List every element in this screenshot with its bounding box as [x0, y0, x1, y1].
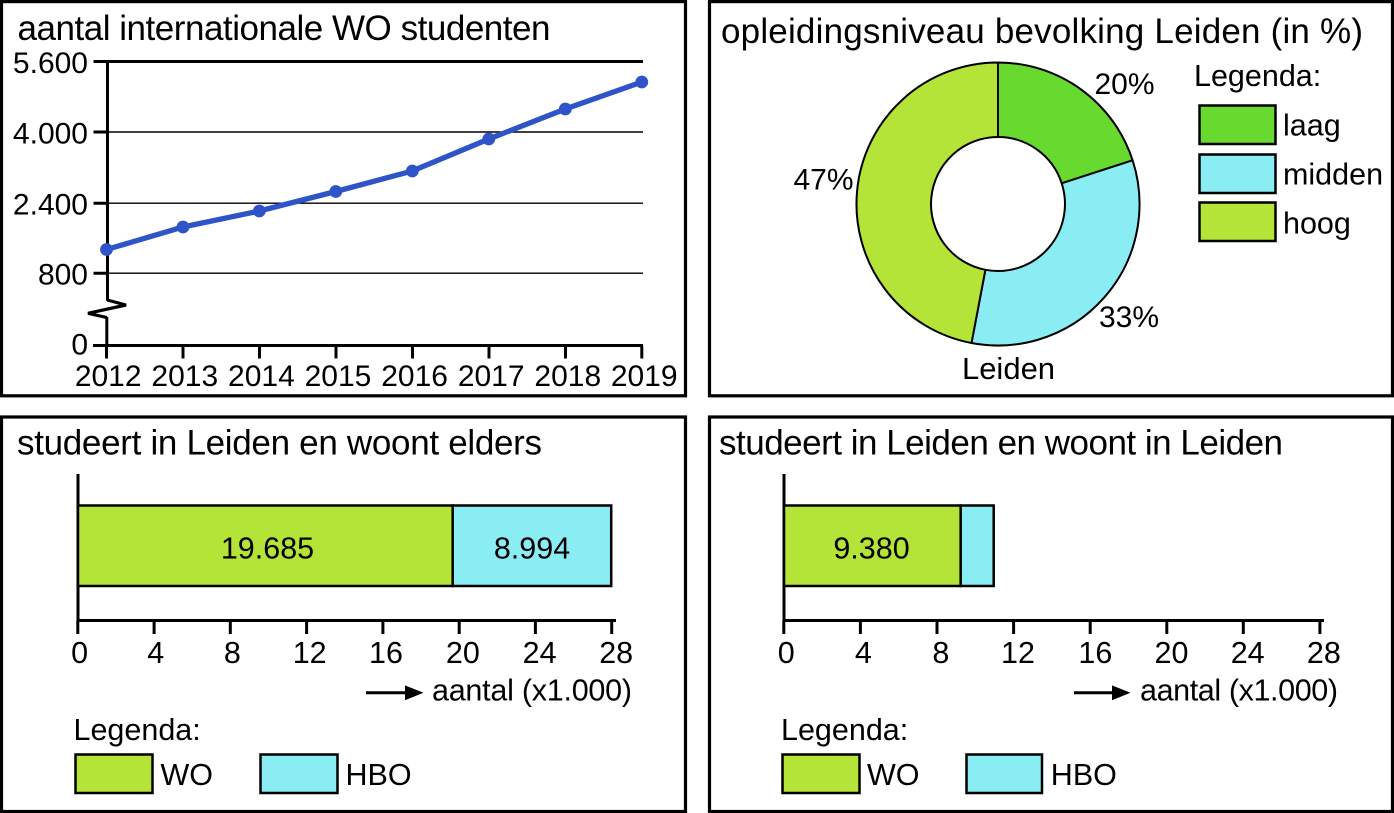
svg-text:20: 20	[446, 636, 480, 670]
svg-text:28: 28	[599, 636, 633, 670]
svg-text:24: 24	[1231, 636, 1265, 670]
svg-text:2017: 2017	[458, 360, 525, 393]
svg-text:2019: 2019	[611, 360, 678, 393]
svg-text:24: 24	[523, 636, 557, 670]
svg-text:WO: WO	[161, 758, 214, 792]
svg-text:Legenda:: Legenda:	[1194, 59, 1321, 93]
svg-text:47%: 47%	[793, 163, 853, 196]
svg-text:16: 16	[1078, 636, 1112, 670]
svg-text:2018: 2018	[534, 360, 601, 393]
svg-text:33%: 33%	[1099, 301, 1159, 334]
svg-text:0: 0	[71, 329, 88, 362]
svg-text:2012: 2012	[75, 360, 142, 393]
svg-text:Legenda:: Legenda:	[781, 713, 908, 747]
svg-text:Leiden: Leiden	[962, 351, 1055, 386]
svg-text:20%: 20%	[1094, 68, 1154, 101]
svg-text:19.685: 19.685	[221, 532, 314, 566]
svg-text:HBO: HBO	[1051, 758, 1117, 792]
svg-text:Legenda:: Legenda:	[74, 713, 201, 747]
svg-text:midden: midden	[1283, 158, 1383, 192]
svg-text:laag: laag	[1283, 109, 1341, 143]
svg-text:5.600: 5.600	[13, 47, 88, 80]
svg-text:16: 16	[369, 636, 403, 670]
svg-text:8: 8	[224, 636, 241, 670]
svg-text:HBO: HBO	[346, 758, 412, 792]
svg-text:4: 4	[855, 636, 872, 670]
svg-text:aantal internationale WO stude: aantal internationale WO studenten	[18, 9, 551, 48]
svg-text:aantal (x1.000): aantal (x1.000)	[1140, 674, 1338, 708]
svg-text:8.994: 8.994	[494, 532, 570, 566]
svg-text:4.000: 4.000	[13, 118, 88, 151]
svg-text:aantal (x1.000): aantal (x1.000)	[432, 674, 632, 708]
svg-text:20: 20	[1155, 636, 1189, 670]
svg-text:0: 0	[71, 636, 88, 670]
svg-text:4: 4	[147, 636, 164, 670]
svg-text:2.400: 2.400	[13, 189, 88, 222]
svg-text:WO: WO	[867, 758, 920, 792]
svg-text:studeert in Leiden en woont el: studeert in Leiden en woont elders	[17, 424, 542, 463]
svg-text:12: 12	[293, 636, 327, 670]
svg-text:28: 28	[1307, 636, 1341, 670]
svg-text:9.380: 9.380	[833, 532, 909, 566]
svg-text:hoog: hoog	[1283, 207, 1351, 241]
svg-text:2013: 2013	[151, 360, 218, 393]
svg-text:0: 0	[778, 636, 795, 670]
svg-text:800: 800	[38, 259, 88, 292]
svg-text:opleidingsniveau bevolking Lei: opleidingsniveau bevolking Leiden (in %)	[721, 12, 1363, 51]
svg-text:8: 8	[932, 636, 949, 670]
svg-text:12: 12	[1001, 636, 1035, 670]
svg-text:studeert in Leiden en woont in: studeert in Leiden en woont in Leiden	[719, 424, 1283, 463]
svg-text:2015: 2015	[305, 360, 372, 393]
svg-text:2014: 2014	[228, 360, 295, 393]
svg-text:2016: 2016	[381, 360, 448, 393]
